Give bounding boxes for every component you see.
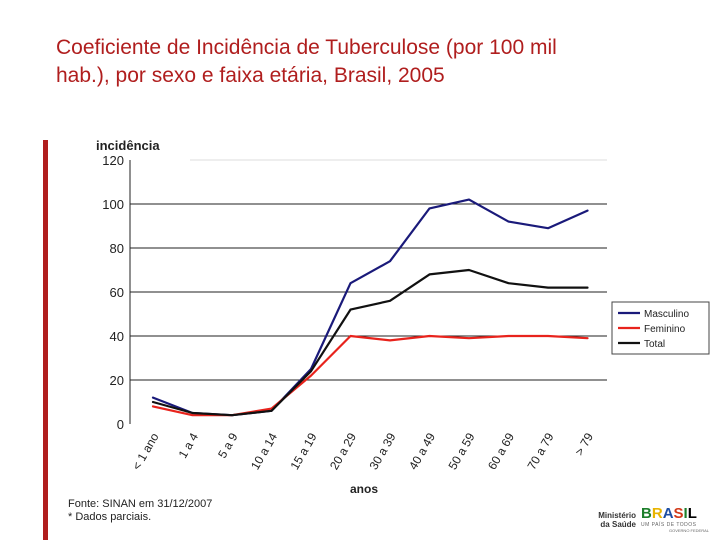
x-tick-label: 1 a 4 bbox=[176, 430, 202, 460]
data-point-masculino bbox=[468, 198, 470, 201]
x-tick-label: 10 a 14 bbox=[248, 430, 280, 472]
y-tick-label: 80 bbox=[110, 241, 124, 256]
data-point-total bbox=[270, 410, 273, 412]
data-point-feminino bbox=[468, 337, 470, 340]
x-axis-label: anos bbox=[350, 482, 378, 496]
data-point-total bbox=[428, 273, 431, 276]
legend: Masculino Feminino Total bbox=[611, 301, 710, 355]
data-point-feminino bbox=[428, 335, 431, 337]
x-tick-label: > 79 bbox=[572, 430, 596, 458]
data-point-total bbox=[468, 269, 470, 271]
slide-title-line-1: Coeficiente de Incidência de Tuberculose… bbox=[56, 36, 557, 59]
data-point-feminino bbox=[547, 335, 549, 337]
data-point-masculino bbox=[507, 220, 510, 223]
data-point-total bbox=[310, 370, 312, 373]
brasil-letter: L bbox=[687, 505, 697, 522]
y-tick-label: 100 bbox=[102, 197, 124, 212]
data-point-masculino bbox=[547, 227, 549, 229]
data-point-total bbox=[191, 412, 194, 414]
x-tick-label: 60 a 69 bbox=[485, 430, 517, 472]
y-tick-label: 60 bbox=[110, 285, 124, 300]
y-tick-label: 20 bbox=[110, 373, 124, 388]
brasil-wordmark: BRASIL bbox=[641, 506, 709, 522]
data-point-masculino bbox=[586, 209, 589, 212]
data-point-feminino bbox=[310, 374, 312, 377]
source-note: Fonte: SINAN em 31/12/2007 * Dados parci… bbox=[68, 498, 212, 524]
ministerio-line-2: da Saúde bbox=[600, 520, 636, 529]
y-tick-label: 120 bbox=[102, 153, 124, 168]
brasil-logo: BRASIL UM PAÍS DE TODOS GOVERNO FEDERAL bbox=[641, 506, 709, 534]
x-tick-label: 5 a 9 bbox=[215, 430, 241, 460]
data-point-feminino bbox=[152, 405, 154, 408]
data-point-feminino bbox=[586, 337, 589, 340]
legend-label-total: Total bbox=[644, 339, 665, 350]
x-tick-label: 50 a 59 bbox=[445, 430, 477, 472]
x-tick-labels: < 1 ano 1 a 4 5 a 9 10 a 14 15 a 19 20 a 29 30… bbox=[129, 430, 596, 472]
slide-title-line-2: hab.), por sexo e faixa etária, Brasil, … bbox=[56, 64, 445, 87]
x-tick-label: 70 a 79 bbox=[524, 430, 556, 472]
y-tick-labels: 0 20 40 60 80 100 120 bbox=[102, 153, 124, 432]
brasil-letter: A bbox=[662, 505, 674, 522]
brasil-letter: S bbox=[673, 505, 684, 522]
data-point-feminino bbox=[507, 335, 510, 337]
data-point-total bbox=[231, 414, 233, 417]
data-point-total bbox=[349, 308, 352, 311]
data-point-feminino bbox=[191, 414, 194, 417]
data-point-total bbox=[152, 401, 154, 403]
accent-bar bbox=[43, 140, 48, 540]
partial-data-note: * Dados parciais. bbox=[68, 511, 152, 523]
ministerio-saude-logo: Ministério da Saúde bbox=[590, 511, 636, 529]
data-point-total bbox=[547, 286, 549, 289]
x-tick-label: 20 a 29 bbox=[327, 430, 359, 472]
data-point-total bbox=[389, 300, 391, 302]
data-series bbox=[151, 198, 589, 417]
data-point-total bbox=[586, 286, 589, 289]
y-tick-label: 40 bbox=[110, 329, 124, 344]
brasil-letter: R bbox=[651, 505, 663, 522]
data-point-masculino bbox=[389, 260, 391, 263]
x-tick-label: < 1 ano bbox=[129, 430, 161, 472]
brasil-letter: B bbox=[641, 505, 652, 522]
data-point-total bbox=[507, 282, 510, 285]
legend-label-feminino: Feminino bbox=[644, 324, 686, 335]
data-point-masculino bbox=[349, 282, 352, 285]
x-tick-label: 30 a 39 bbox=[366, 430, 398, 472]
y-tick-label: 0 bbox=[117, 417, 124, 432]
slide-title: Coeficiente de Incidência de Tuberculose… bbox=[56, 34, 676, 90]
x-tick-label: 15 a 19 bbox=[287, 430, 319, 472]
brasil-tagline: UM PAÍS DE TODOS bbox=[641, 522, 697, 528]
brasil-gov: GOVERNO FEDERAL bbox=[668, 528, 709, 533]
data-point-masculino bbox=[152, 396, 154, 399]
data-point-feminino bbox=[349, 335, 352, 337]
brasil-letter: I bbox=[683, 505, 688, 522]
y-axis-label: incidência bbox=[96, 138, 160, 153]
data-point-masculino bbox=[428, 207, 431, 210]
source-line: Fonte: SINAN em 31/12/2007 bbox=[68, 498, 213, 510]
legend-label-masculino: Masculino bbox=[644, 309, 689, 320]
data-point-feminino bbox=[389, 339, 391, 342]
x-tick-label: 40 a 49 bbox=[406, 430, 438, 472]
ministerio-line-1: Ministério bbox=[598, 511, 636, 520]
series-line-total bbox=[151, 268, 589, 417]
